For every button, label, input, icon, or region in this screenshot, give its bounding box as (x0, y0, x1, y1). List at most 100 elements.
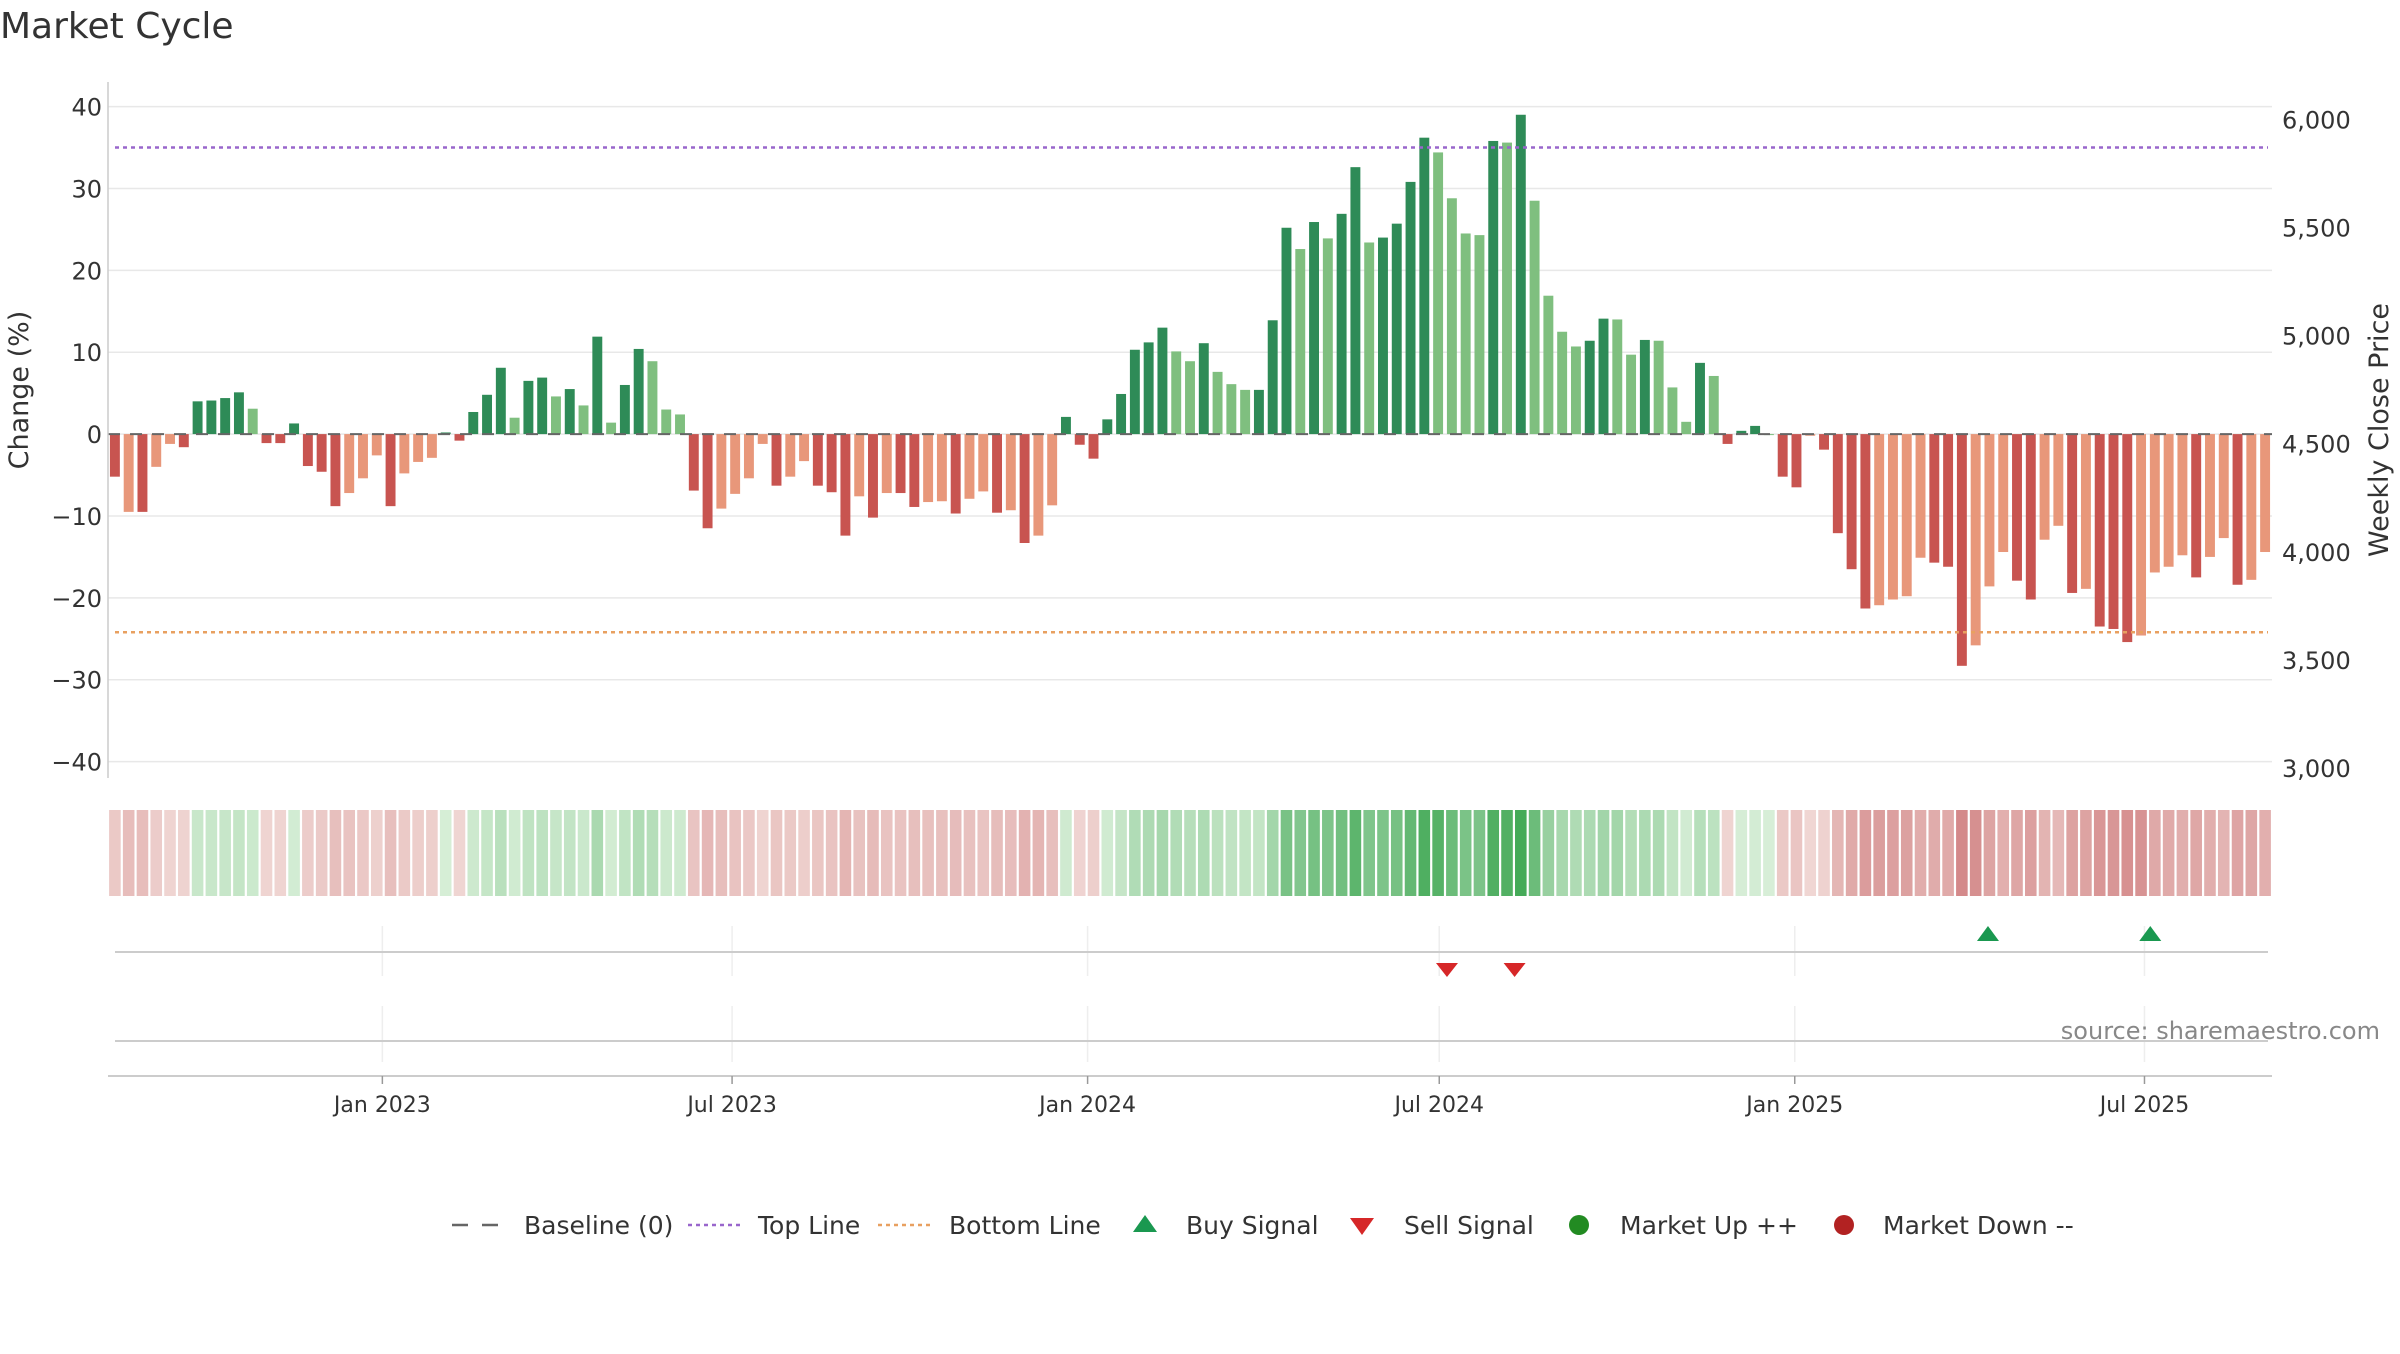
heat-cell (1129, 810, 1141, 896)
heat-cell (1322, 810, 1334, 896)
bar (1681, 421, 1692, 435)
bar (2149, 434, 2160, 573)
heat-cell (1652, 810, 1665, 896)
legend-item: Market Down -- (1834, 1211, 2074, 1240)
heat-cell (550, 810, 562, 896)
bar (1460, 233, 1471, 435)
heat-cell (1101, 810, 1114, 896)
heat-cell (219, 810, 231, 896)
heat-cell (1142, 810, 1155, 896)
bar (2039, 434, 2050, 540)
heat-cell (825, 810, 838, 896)
bar (1502, 142, 1512, 435)
bar (1171, 351, 1182, 435)
bar (1185, 361, 1195, 435)
heat-cell (1087, 810, 1100, 896)
heat-cell (1184, 810, 1196, 896)
heat-cell (688, 810, 700, 896)
heat-cell (1046, 810, 1058, 896)
sell-signal-marker (1435, 963, 1458, 977)
bar (812, 434, 823, 486)
heat-cell (2025, 810, 2037, 896)
heat-cell (1680, 810, 1692, 896)
heat-strip (109, 810, 2271, 896)
bar (1405, 181, 1416, 435)
bar (1047, 434, 1058, 506)
heat-cell (1170, 810, 1183, 896)
bar (523, 380, 534, 435)
bar (330, 434, 341, 507)
bar (206, 400, 217, 435)
legend-marker-sell (1350, 1218, 1374, 1235)
heat-cell (343, 810, 355, 896)
bar (675, 414, 685, 435)
heat-cell (260, 810, 273, 896)
y2-tick-label: 3,000 (2282, 755, 2351, 783)
bar (1612, 319, 1623, 435)
heat-cell (1308, 810, 1320, 896)
bar (2094, 434, 2105, 627)
bar (1736, 430, 1747, 435)
bar (151, 434, 162, 467)
bar (1887, 434, 1898, 600)
heat-cell (880, 810, 893, 896)
heat-cell (784, 810, 797, 896)
heat-cell (2080, 810, 2092, 896)
axes: 40 30 20 10 0 −10 −20 −30 −40 6,000 5,500 5,000 4,50… (51, 82, 2351, 783)
heat-cell (1280, 810, 1293, 896)
bar (454, 434, 465, 441)
bar (1874, 434, 1885, 606)
bar (592, 336, 603, 435)
bar (2122, 434, 2133, 643)
heat-cell (274, 810, 287, 896)
bar (344, 434, 355, 494)
legend-marker-market-up (1569, 1215, 1589, 1235)
bar (1777, 434, 1788, 477)
bar (1970, 434, 1981, 646)
heat-cell (1418, 810, 1431, 896)
bar (316, 434, 327, 472)
legend-item: Top Line (688, 1211, 860, 1240)
x-tick-label: Jan 2024 (1037, 1093, 1136, 1118)
heat-cell (1570, 810, 1582, 896)
bar (2205, 434, 2215, 557)
heat-cell (1942, 810, 1954, 896)
heat-cell (1266, 810, 1279, 896)
bar (606, 422, 617, 435)
bar (2053, 434, 2064, 526)
bar (771, 434, 782, 486)
heat-cell (246, 810, 259, 896)
chart-title: Market Cycle (0, 6, 234, 47)
bar (647, 361, 658, 435)
y-tick-label: −20 (51, 585, 102, 613)
bar (1060, 416, 1071, 435)
bar (1433, 152, 1444, 435)
x-tick-label: Jan 2025 (1744, 1093, 1843, 1118)
bar (1515, 114, 1526, 435)
bar (123, 434, 134, 512)
heat-cell (2217, 810, 2230, 896)
heat-cell (1473, 810, 1486, 896)
heat-cell (2176, 810, 2189, 896)
bar (730, 434, 741, 494)
bar (247, 408, 258, 435)
bars (109, 114, 2271, 666)
heat-cell (1528, 810, 1541, 896)
heat-cell (1335, 810, 1348, 896)
heat-cell (467, 810, 480, 896)
legend-marker-buy (1133, 1215, 1157, 1232)
y2-tick-label: 3,500 (2282, 647, 2351, 675)
bar (1240, 389, 1251, 435)
heat-cell (357, 810, 369, 896)
bar (950, 434, 961, 514)
bar (1901, 434, 1912, 597)
heat-cell (2093, 810, 2106, 896)
heat-cell (577, 810, 590, 896)
y-tick-label: 0 (87, 421, 102, 449)
heat-cell (1556, 810, 1568, 896)
bar (1309, 222, 1320, 435)
bar (482, 394, 493, 435)
heat-cell (1887, 810, 1899, 896)
y2-tick-label: 5,500 (2282, 215, 2351, 243)
heat-cell (1197, 810, 1210, 896)
